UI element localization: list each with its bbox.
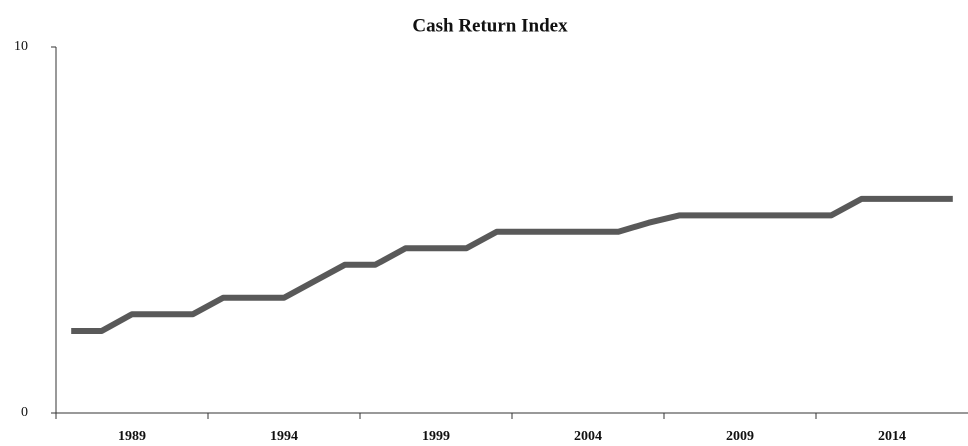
x-tick-label: 2014 [878, 429, 906, 444]
x-tick-label: 1999 [422, 429, 450, 444]
x-tick-label: 2004 [574, 429, 602, 444]
x-tick-label: 1989 [118, 429, 146, 444]
x-tick-label: 1994 [270, 429, 298, 444]
y-tick-label: 0 [21, 405, 28, 420]
y-tick-label: 10 [14, 39, 28, 54]
data-line [71, 195, 953, 334]
chart-title: Cash Return Index [412, 15, 568, 36]
x-tick-label: 2009 [726, 429, 754, 444]
